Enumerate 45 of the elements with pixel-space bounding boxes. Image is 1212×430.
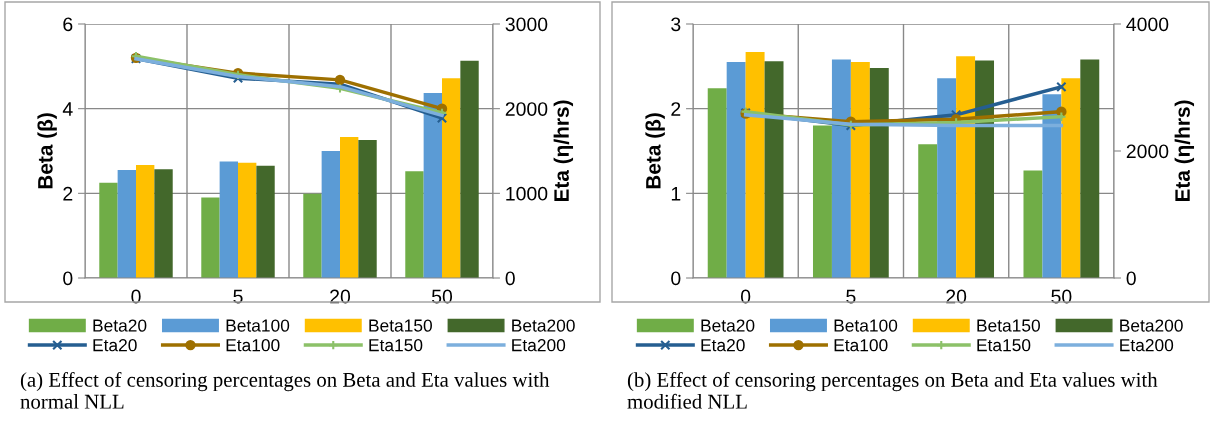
- legend-label: Beta100: [226, 319, 290, 332]
- y-tick-label: 0: [671, 271, 681, 286]
- y-tick-label: 0: [63, 271, 73, 286]
- y2-tick-label: 2000: [505, 102, 548, 116]
- x-tick-label: 20: [330, 289, 351, 304]
- y-axis-title: Beta (β): [645, 113, 665, 189]
- y-tick-label: 2: [671, 102, 681, 116]
- y2-tick-label: 1000: [506, 186, 548, 201]
- x-tick-label: 0: [131, 289, 141, 304]
- legend-label: Beta200: [512, 319, 575, 332]
- legend-label: Eta200: [512, 339, 566, 352]
- text: (a) Effect of censoring percentages on Beta and Eta values with normal NLL: [20, 372, 550, 409]
- legend-label: Eta150: [369, 339, 423, 352]
- y2-tick-label: 0: [505, 271, 515, 286]
- x-tick-label: 20: [946, 289, 967, 304]
- legend-label: Eta20: [701, 339, 745, 352]
- y2-tick-label: 0: [1126, 271, 1136, 286]
- legend-label: Beta150: [369, 319, 432, 332]
- legend-label: Beta100: [834, 319, 898, 332]
- legend-label: Eta150: [977, 339, 1031, 352]
- y-tick-label: 6: [63, 17, 73, 32]
- y2-tick-label: 3000: [505, 17, 548, 32]
- x-tick-label: 0: [740, 289, 751, 304]
- text: Beta20: [701, 319, 755, 332]
- x-tick-label: 5: [233, 289, 243, 304]
- legend-label: Eta100: [226, 339, 280, 352]
- y2-axis-title: Eta (η/hrs): [553, 100, 574, 202]
- legend-label: Beta200: [1120, 319, 1183, 332]
- legend-label: Eta100: [834, 339, 888, 352]
- legend-label: Beta150: [977, 319, 1040, 332]
- y-tick-label: 3: [671, 17, 681, 32]
- legend-label: Eta20: [93, 339, 137, 352]
- y-tick-label: 1: [671, 187, 681, 201]
- y-axis-title: Beta (β): [37, 113, 57, 189]
- y2-tick-label: 2000: [1126, 144, 1169, 159]
- x-tick-label: 5: [846, 289, 856, 304]
- text: (b) Effect of censoring percentages on Beta and Eta values with modified NLL: [627, 372, 1158, 409]
- y2-axis-title: Eta (η/hrs): [1174, 100, 1195, 202]
- y2-tick-label: 4000: [1126, 17, 1169, 32]
- legend-label: Eta200: [1120, 339, 1174, 352]
- y-tick-label: 2: [63, 186, 73, 201]
- x-tick-label: 50: [1051, 289, 1072, 304]
- y-tick-label: 4: [62, 102, 73, 116]
- x-tick-label: 50: [431, 289, 453, 304]
- legend-label: Beta20: [93, 319, 147, 332]
